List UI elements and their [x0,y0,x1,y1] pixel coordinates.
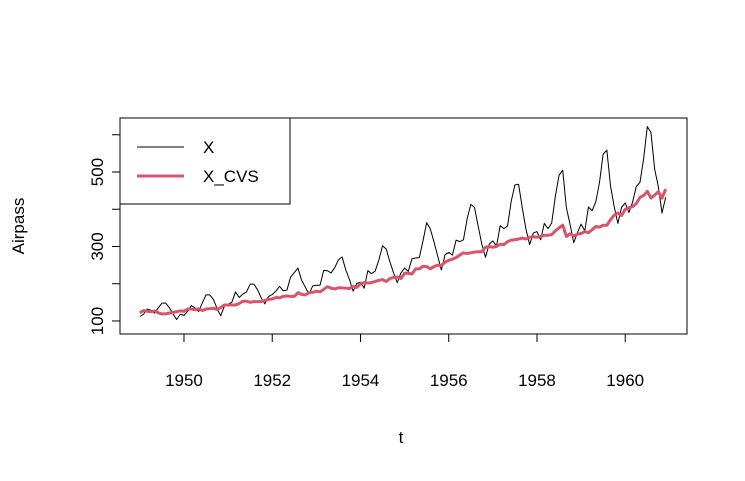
legend-label-x-cvs: X_CVS [203,167,259,186]
x-axis: 1950 1952 1954 1956 1958 1960 [165,333,644,390]
y-axis: 100 300 500 [88,134,121,335]
x-tick-label: 1952 [253,371,291,390]
x-tick-label: 1960 [606,371,644,390]
legend: X X_CVS [119,117,291,205]
y-tick-label: 500 [88,158,107,186]
x-tick-label: 1950 [165,371,203,390]
legend-label-x: X [203,138,214,157]
y-tick-label: 100 [88,307,107,335]
series-line-x-cvs [139,188,668,316]
x-tick-label: 1956 [430,371,468,390]
y-axis-label: Airpass [9,198,28,255]
x-axis-label: t [399,428,404,447]
x-tick-label: 1958 [518,371,556,390]
y-tick-label: 300 [88,232,107,260]
x-tick-label: 1954 [342,371,380,390]
legend-box [119,117,291,205]
series-layer [139,126,668,320]
